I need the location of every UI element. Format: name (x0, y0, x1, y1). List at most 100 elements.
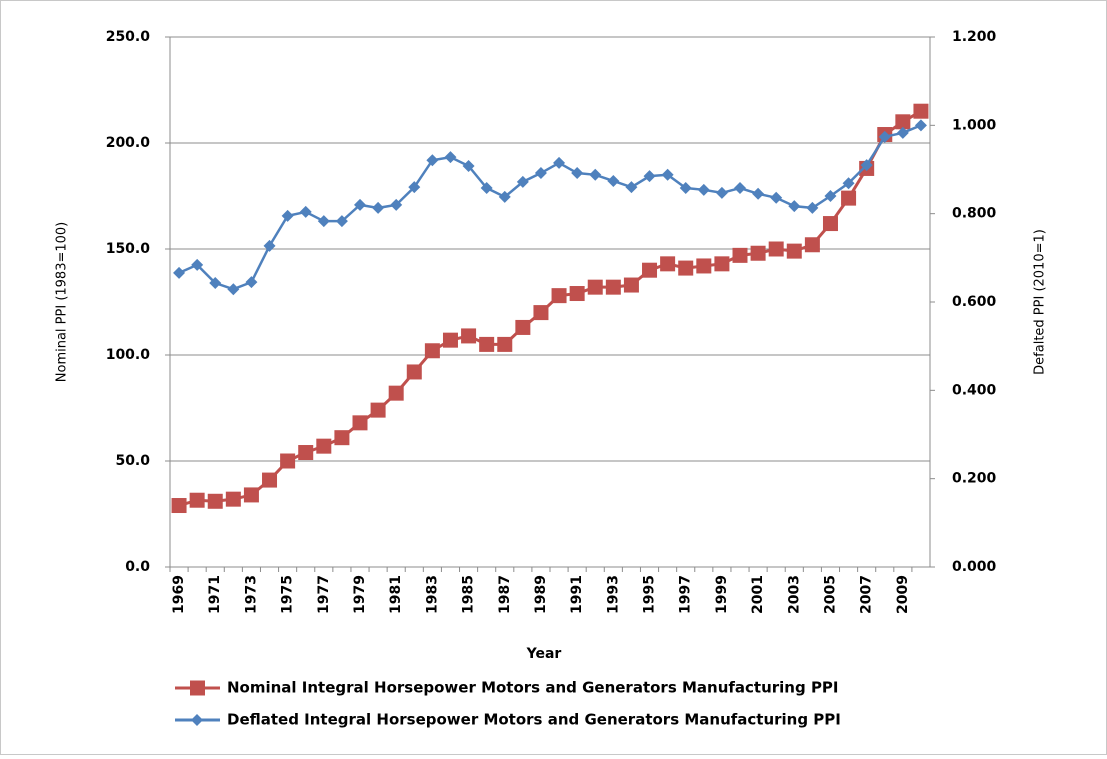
point-marker (207, 493, 223, 509)
point-marker (390, 198, 403, 211)
x-tick-label: 1977 (316, 575, 332, 614)
point-marker (752, 187, 765, 200)
x-tick-label: 1983 (424, 575, 440, 614)
x-tick-label: 1987 (497, 575, 513, 614)
point-marker (715, 186, 728, 199)
y2-axis-title: Defalted PPI (2010=1) (1033, 229, 1048, 375)
point-marker (788, 200, 801, 213)
x-tick-label: 1985 (461, 575, 477, 614)
point-marker (281, 209, 294, 222)
point-marker (462, 159, 475, 172)
point-marker (408, 181, 421, 194)
point-marker (642, 262, 658, 278)
point-marker (442, 332, 458, 348)
x-tick-label: 2001 (750, 575, 766, 614)
x-tick-label: 1993 (605, 575, 621, 614)
point-marker (498, 190, 511, 203)
x-tick-label: 1997 (678, 575, 694, 614)
point-marker (227, 283, 240, 296)
y2-tick-label: 0.200 (952, 471, 997, 487)
point-marker (352, 415, 368, 431)
x-tick-label: 1981 (388, 575, 404, 614)
y2-tick-label: 0.400 (952, 382, 997, 398)
point-marker (914, 119, 927, 132)
point-marker (660, 256, 676, 272)
point-marker (225, 491, 241, 507)
point-marker (643, 170, 656, 183)
point-marker (262, 472, 278, 488)
point-marker (354, 198, 366, 211)
legend-label: Deflated Integral Horsepower Motors and … (227, 711, 841, 729)
y-tick-label: 200.0 (106, 135, 151, 151)
point-marker (661, 168, 674, 181)
point-marker (696, 258, 712, 274)
x-tick-label: 1995 (642, 575, 658, 614)
point-marker (191, 258, 204, 271)
legend-marker (190, 680, 205, 696)
x-tick-label: 1999 (714, 575, 730, 614)
point-marker (714, 256, 730, 272)
point-marker (444, 151, 457, 164)
x-tick-label: 2003 (786, 575, 802, 614)
y2-tick-label: 1.200 (952, 29, 997, 45)
x-tick-label: 2009 (895, 575, 911, 614)
point-marker (497, 336, 513, 352)
point-marker (316, 438, 332, 454)
point-marker (679, 182, 692, 195)
point-marker (461, 328, 477, 344)
point-marker (298, 445, 314, 461)
x-tick-label: 1989 (533, 575, 549, 614)
point-marker (587, 279, 603, 295)
point-marker (372, 201, 385, 214)
x-tick-label: 1971 (207, 575, 223, 614)
point-marker (516, 175, 529, 188)
y2-tick-label: 1.000 (952, 117, 997, 133)
y-tick-label: 250.0 (106, 29, 151, 45)
point-marker (388, 385, 404, 401)
point-marker (553, 156, 566, 169)
y2-tick-label: 0.000 (952, 559, 997, 575)
x-tick-label: 1973 (243, 575, 259, 614)
point-marker (569, 286, 585, 302)
y-axis-title: Nominal PPI (1983=100) (55, 222, 70, 382)
point-marker (896, 126, 909, 139)
point-marker (479, 336, 495, 352)
point-marker (589, 168, 602, 181)
point-marker (734, 182, 746, 195)
y-tick-label: 150.0 (106, 241, 151, 257)
point-marker (515, 319, 531, 335)
x-axis-title: Year (526, 646, 562, 662)
point-marker (841, 190, 857, 206)
point-marker (605, 279, 621, 295)
point-marker (317, 215, 330, 228)
point-marker (770, 191, 783, 204)
point-marker (406, 364, 422, 380)
point-marker (842, 177, 855, 190)
point-marker (822, 216, 838, 232)
point-marker (878, 130, 891, 143)
x-tick-label: 1991 (569, 575, 585, 614)
point-marker (551, 288, 567, 304)
point-marker (804, 237, 820, 253)
point-marker (426, 154, 439, 167)
point-marker (625, 181, 638, 194)
point-marker (209, 277, 222, 290)
x-tick-label: 1969 (171, 575, 187, 614)
point-marker (786, 243, 802, 259)
point-marker (750, 245, 766, 261)
point-marker (173, 266, 186, 279)
point-marker (263, 239, 276, 252)
point-marker (189, 492, 205, 508)
point-marker (280, 453, 296, 469)
y2-tick-label: 0.600 (952, 294, 997, 310)
point-marker (171, 498, 187, 514)
point-marker (334, 430, 350, 446)
point-marker (480, 182, 493, 195)
point-marker (824, 190, 837, 202)
point-marker (768, 241, 784, 257)
y-tick-label: 50.0 (115, 453, 150, 469)
point-marker (533, 305, 549, 321)
point-marker (299, 205, 312, 218)
legend-marker (191, 714, 203, 726)
